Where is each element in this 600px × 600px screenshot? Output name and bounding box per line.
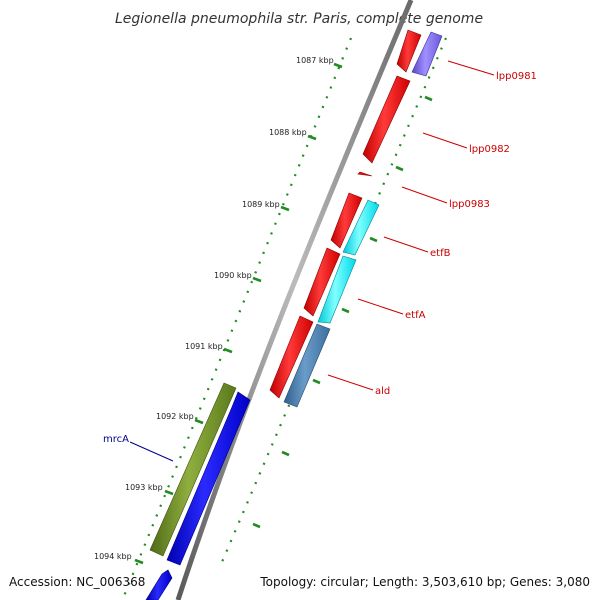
scale-label-1089: 1089 kbp (242, 200, 280, 209)
major-tick-1089 (280, 205, 290, 212)
gene-lpp0982-block[interactable] (396, 29, 422, 73)
label-ald: ald (375, 386, 390, 397)
cds-forward-b[interactable] (303, 247, 341, 317)
gene-etfA[interactable] (317, 255, 357, 324)
inner-major-tick-4 (341, 307, 350, 314)
inner-major-tick-7 (252, 522, 261, 529)
leader-etfB (383, 236, 429, 253)
leader-etfA (357, 298, 404, 315)
gene-lpp0983[interactable] (357, 171, 373, 177)
cds-reverse-2 (145, 569, 173, 600)
leader-lpp0981 (447, 60, 495, 76)
label-lpp0983: lpp0983 (449, 199, 490, 210)
major-tick-1094 (134, 558, 144, 565)
topology-summary: Topology: circular; Length: 3,503,610 bp… (259, 575, 590, 589)
gene-etfB[interactable] (342, 199, 380, 256)
scale-label-1093: 1093 kbp (125, 483, 163, 492)
inner-major-tick-5 (312, 378, 321, 385)
gene-lpp0981[interactable] (411, 31, 443, 77)
genome-backbone (175, 0, 414, 600)
inner-major-tick-2 (395, 165, 404, 172)
scale-label-1087: 1087 kbp (296, 56, 334, 65)
accession-text: Accession: NC_006368 (9, 575, 145, 589)
scale-label-1090: 1090 kbp (214, 271, 252, 280)
label-lpp0981: lpp0981 (496, 71, 537, 82)
major-tick-1088 (307, 134, 317, 141)
gene-ald[interactable] (283, 323, 331, 408)
scale-label-1094: 1094 kbp (94, 552, 132, 561)
major-tick-1093 (164, 489, 174, 496)
major-tick-1087 (333, 62, 343, 69)
major-tick-1090 (252, 276, 262, 283)
inner-major-tick-1 (424, 95, 433, 102)
leader-mrcA (129, 441, 174, 462)
gene-lpp0982[interactable] (362, 75, 411, 164)
inner-major-tick-3 (369, 236, 378, 243)
label-mrcA: mrcA (103, 434, 129, 445)
inner-major-ticks (252, 95, 433, 529)
cds-forward-c[interactable] (269, 315, 314, 399)
major-tick-1092 (194, 418, 204, 425)
major-tick-1091 (223, 347, 233, 354)
scale-label-1088: 1088 kbp (269, 128, 307, 137)
reverse-strand-cds (145, 391, 251, 600)
major-ticks (134, 62, 343, 565)
scale-ticks-outer (122, 37, 353, 597)
gene-leader-lines (129, 60, 495, 462)
leader-lpp0982 (422, 132, 468, 149)
forward-strand-cds (269, 29, 422, 399)
inner-major-tick-6 (281, 450, 290, 457)
leader-lpp0983 (401, 186, 448, 204)
scale-label-1091: 1091 kbp (185, 342, 223, 351)
minor-tick-track (122, 37, 353, 597)
scale-label-1092: 1092 kbp (156, 412, 194, 421)
gene-mrcA[interactable] (149, 382, 237, 557)
label-etfA: etfA (405, 310, 426, 321)
label-etfB: etfB (430, 248, 451, 259)
label-lpp0982: lpp0982 (469, 144, 510, 155)
gene-labels: lpp0981 lpp0982 lpp0983 etfB etfA ald mr… (103, 71, 537, 445)
leader-ald (327, 374, 374, 391)
map-title: Legionella pneumophila str. Paris, compl… (115, 11, 483, 27)
cds-reverse-1 (166, 391, 251, 566)
cds-forward-a[interactable] (330, 192, 363, 249)
scale-labels: 1087 kbp 1088 kbp 1089 kbp 1090 kbp 1091… (94, 56, 334, 561)
